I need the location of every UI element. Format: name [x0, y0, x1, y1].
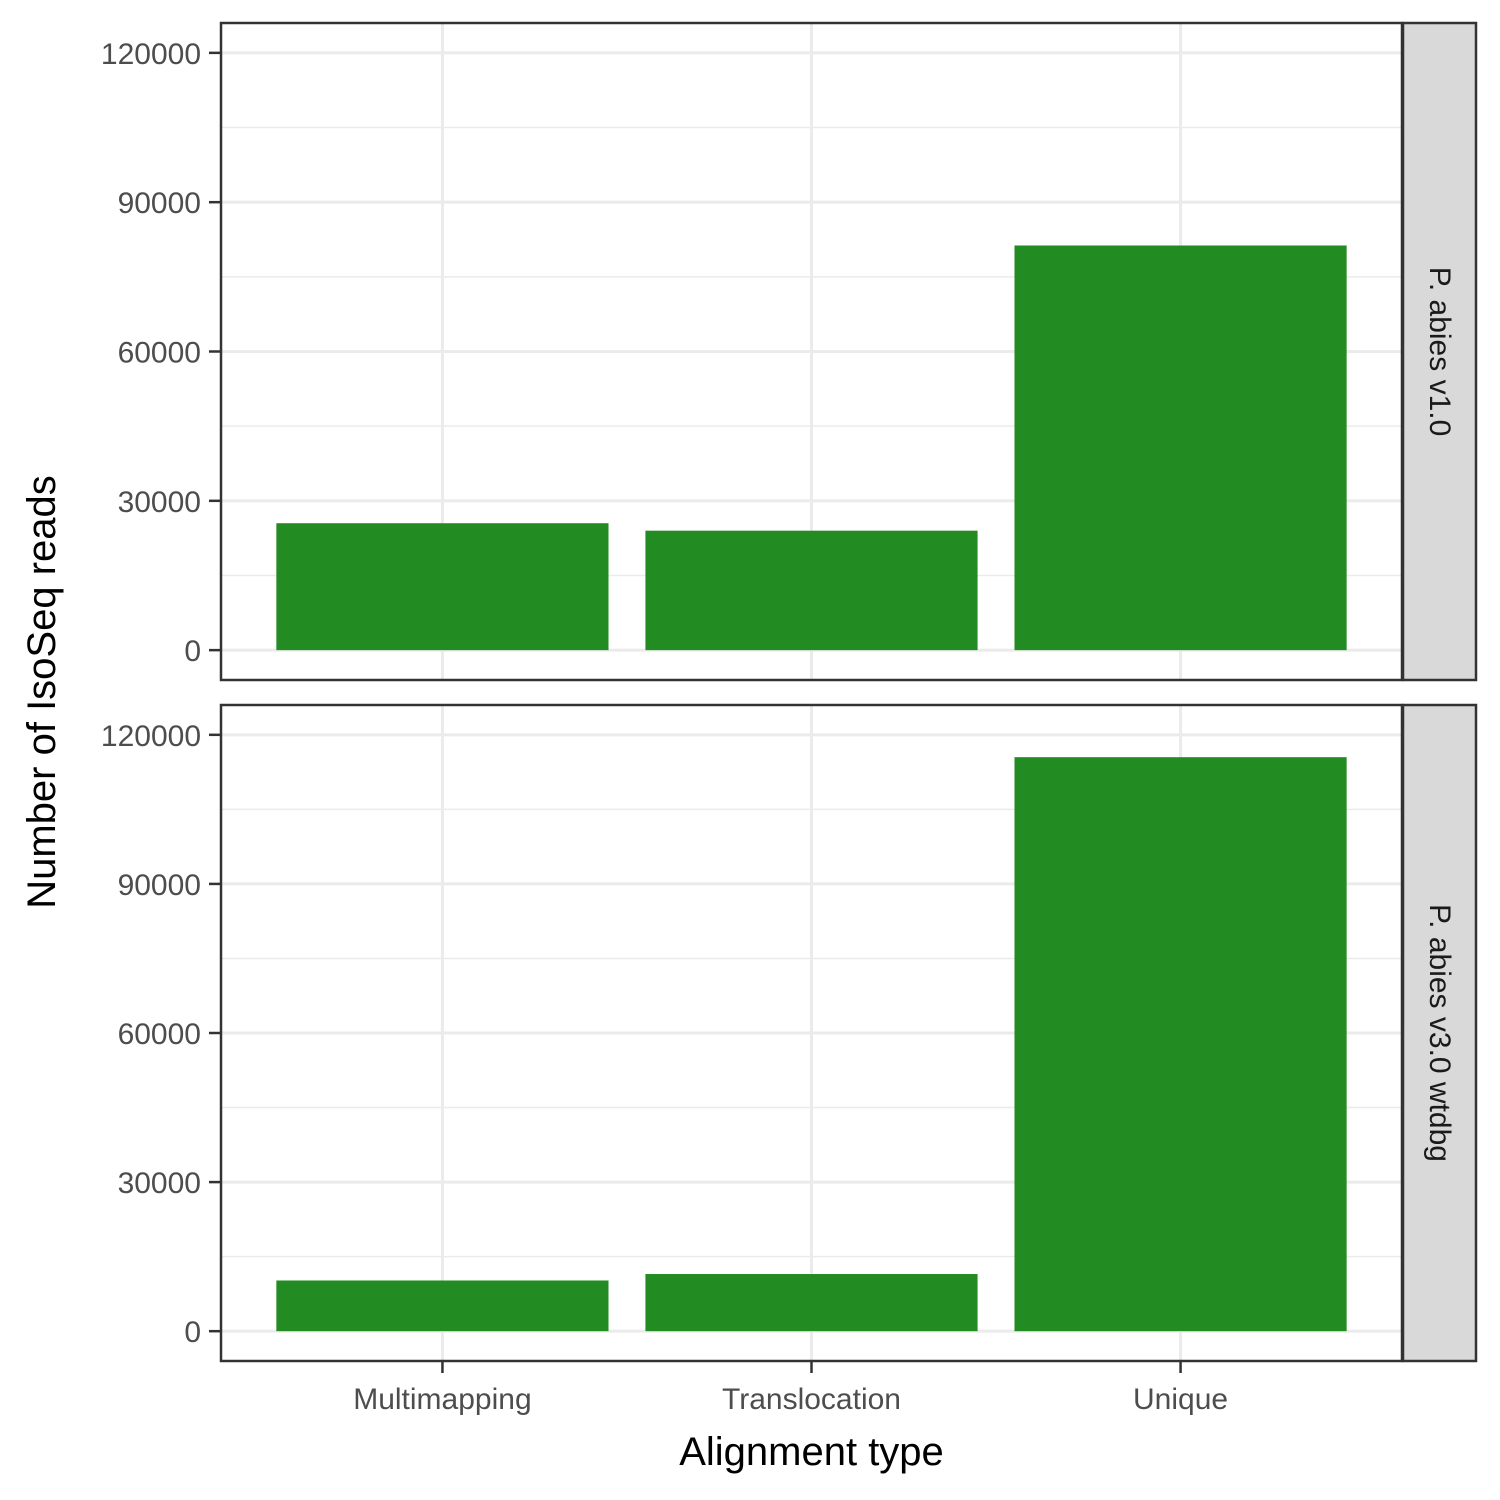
facet-panel: 0 30000 60000 90000 120000 P. abies v3.0 wtdb…	[101, 703, 1478, 1363]
y-tick-label: 120000	[101, 38, 201, 71]
x-tick-label: Unique	[1133, 1383, 1228, 1416]
y-tick-label: 90000	[118, 187, 201, 220]
y-tick-label: 60000	[118, 1018, 201, 1051]
y-axis-title: Number of IsoSeq reads	[20, 475, 64, 909]
facet-panel: 0 30000 60000 90000 120000 P. abies v1.0	[101, 21, 1478, 682]
bar-translocation	[645, 530, 978, 651]
y-tick-label: 0	[184, 1316, 201, 1349]
x-axis-title: Alignment type	[679, 1430, 944, 1474]
facet-strip	[1401, 703, 1478, 1363]
bar-multimapping	[276, 1280, 609, 1332]
y-tick-label: 90000	[118, 869, 201, 902]
y-tick-label: 60000	[118, 337, 201, 370]
bar-unique	[1014, 245, 1347, 651]
facet-strip-label: P. abies v3.0 wtdbg	[1423, 904, 1456, 1162]
y-tick-label: 0	[184, 635, 201, 668]
y-tick-label: 30000	[118, 486, 201, 519]
bar-multimapping	[276, 523, 609, 651]
facet-strip	[1401, 21, 1478, 682]
bar-unique	[1014, 757, 1347, 1332]
y-tick-label: 30000	[118, 1167, 201, 1200]
x-tick-label: Translocation	[722, 1383, 901, 1416]
facet-strip-label: P. abies v1.0	[1423, 267, 1456, 437]
x-tick-label: Multimapping	[353, 1383, 531, 1416]
bar-translocation	[645, 1274, 978, 1332]
y-tick-label: 120000	[101, 720, 201, 753]
